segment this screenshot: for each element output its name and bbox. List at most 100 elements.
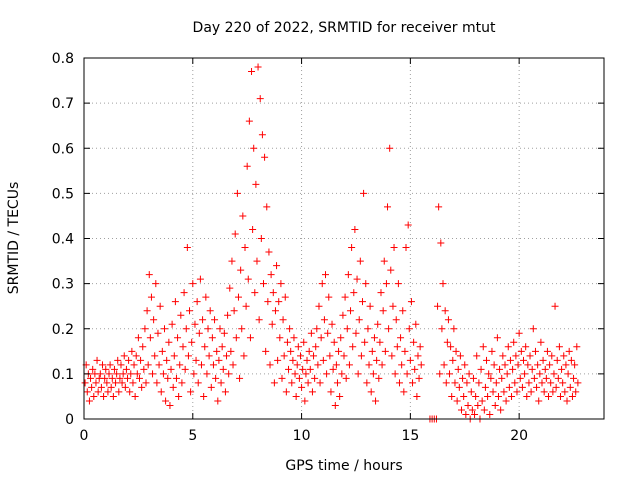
data-point bbox=[214, 397, 222, 405]
data-point bbox=[182, 325, 190, 333]
data-point bbox=[196, 275, 204, 283]
data-point bbox=[202, 293, 210, 301]
data-point bbox=[141, 325, 149, 333]
data-point bbox=[565, 347, 573, 355]
data-point bbox=[88, 383, 96, 391]
data-point bbox=[389, 302, 397, 310]
data-point bbox=[488, 347, 496, 355]
data-point bbox=[127, 370, 135, 378]
data-point bbox=[480, 406, 488, 414]
data-point bbox=[97, 383, 105, 391]
axis-ticks: 0 0.1 0.2 0.3 0.4 0.5 0.6 0.7 0.8 0 5 10 15 20 bbox=[52, 51, 604, 444]
data-point bbox=[204, 325, 212, 333]
data-point bbox=[341, 293, 349, 301]
data-point bbox=[322, 271, 330, 279]
data-point bbox=[448, 392, 456, 400]
data-point bbox=[270, 379, 278, 387]
data-point bbox=[364, 325, 372, 333]
data-point bbox=[241, 244, 249, 252]
data-point bbox=[517, 347, 525, 355]
data-point bbox=[537, 338, 545, 346]
data-point bbox=[529, 325, 537, 333]
data-point bbox=[380, 257, 388, 265]
data-point bbox=[324, 329, 332, 337]
data-point bbox=[109, 392, 117, 400]
data-point bbox=[223, 352, 231, 360]
data-point bbox=[174, 334, 182, 342]
data-point bbox=[269, 289, 277, 297]
data-point bbox=[541, 365, 549, 373]
data-point bbox=[542, 374, 550, 382]
data-point bbox=[539, 356, 547, 364]
data-point bbox=[122, 365, 130, 373]
data-point bbox=[126, 388, 134, 396]
data-point bbox=[144, 361, 152, 369]
data-point bbox=[307, 329, 315, 337]
data-point bbox=[115, 388, 123, 396]
data-point bbox=[306, 365, 314, 373]
data-point bbox=[442, 379, 450, 387]
data-point bbox=[267, 271, 275, 279]
data-point bbox=[550, 370, 558, 378]
x-tick-label: 5 bbox=[188, 428, 197, 444]
data-point bbox=[519, 356, 527, 364]
data-point bbox=[494, 392, 502, 400]
data-point bbox=[551, 302, 559, 310]
data-point bbox=[145, 271, 153, 279]
data-point bbox=[477, 365, 485, 373]
data-point bbox=[294, 343, 302, 351]
data-point bbox=[150, 316, 158, 324]
data-point bbox=[363, 379, 371, 387]
data-point bbox=[473, 352, 481, 360]
data-point bbox=[157, 388, 165, 396]
data-point bbox=[118, 379, 126, 387]
data-point bbox=[283, 338, 291, 346]
data-point bbox=[558, 365, 566, 373]
data-point bbox=[288, 379, 296, 387]
data-point bbox=[478, 397, 486, 405]
data-point bbox=[217, 379, 225, 387]
data-point bbox=[89, 365, 97, 373]
data-point bbox=[103, 379, 111, 387]
data-point bbox=[547, 379, 555, 387]
data-point bbox=[162, 397, 170, 405]
data-point bbox=[444, 316, 452, 324]
data-point bbox=[449, 356, 457, 364]
data-point bbox=[100, 392, 108, 400]
data-point bbox=[560, 352, 568, 360]
data-point bbox=[296, 352, 304, 360]
data-point bbox=[246, 334, 254, 342]
data-point bbox=[493, 334, 501, 342]
data-point bbox=[464, 401, 472, 409]
data-point bbox=[387, 266, 395, 274]
data-point bbox=[90, 392, 98, 400]
data-point bbox=[117, 361, 125, 369]
data-point bbox=[355, 316, 363, 324]
data-point bbox=[208, 334, 216, 342]
data-point bbox=[282, 388, 290, 396]
data-point bbox=[555, 343, 563, 351]
data-point bbox=[110, 365, 118, 373]
data-point bbox=[237, 266, 245, 274]
data-point bbox=[238, 325, 246, 333]
data-point bbox=[563, 397, 571, 405]
data-point bbox=[568, 392, 576, 400]
data-point bbox=[303, 356, 311, 364]
data-point bbox=[332, 361, 340, 369]
data-point bbox=[249, 225, 257, 233]
data-point bbox=[251, 289, 259, 297]
data-point bbox=[357, 352, 365, 360]
data-point bbox=[564, 370, 572, 378]
data-point bbox=[491, 401, 499, 409]
data-point bbox=[487, 374, 495, 382]
data-point bbox=[574, 379, 582, 387]
data-point bbox=[459, 374, 467, 382]
data-point bbox=[327, 388, 335, 396]
data-point bbox=[300, 338, 308, 346]
data-point bbox=[312, 343, 320, 351]
data-point bbox=[573, 343, 581, 351]
data-point bbox=[147, 293, 155, 301]
data-point bbox=[356, 257, 364, 265]
data-point bbox=[499, 352, 507, 360]
data-point bbox=[526, 352, 534, 360]
